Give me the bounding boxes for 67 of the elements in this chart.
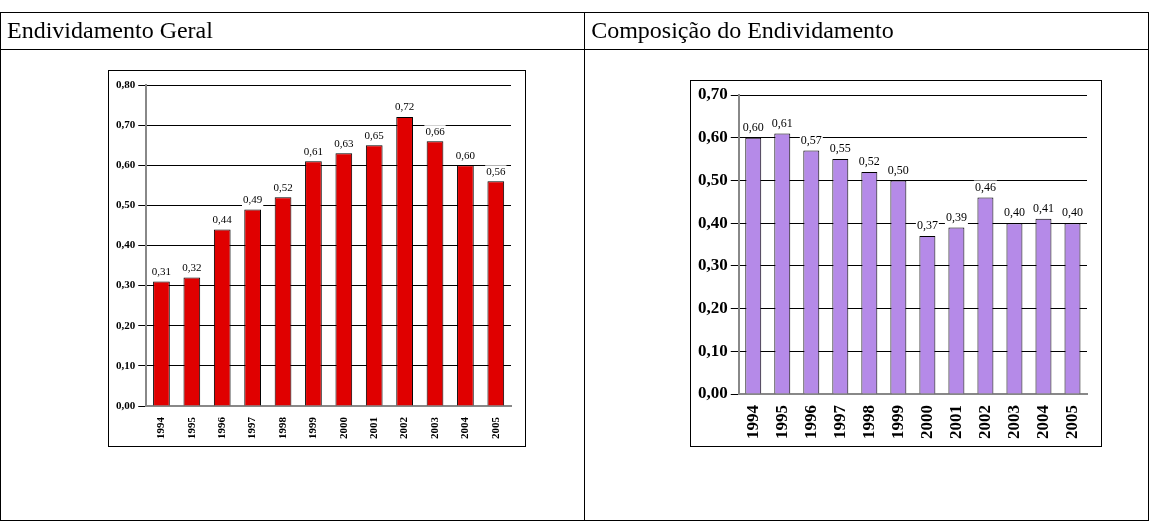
x-tick-label: 2004 — [458, 416, 471, 439]
y-tick-label: 0,60 — [698, 127, 728, 147]
data-label: 0,52 — [859, 154, 880, 169]
data-label: 0,41 — [1033, 201, 1055, 216]
y-tick-label: 0,50 — [698, 169, 728, 189]
x-tick-label: 1999 — [887, 405, 907, 439]
x-tick-label: 2002 — [397, 416, 410, 439]
data-label: 0,61 — [771, 115, 793, 130]
x-tick-label: 1997 — [829, 404, 849, 439]
x-tick-label: 2004 — [1033, 404, 1053, 439]
data-label: 0,32 — [182, 260, 202, 273]
chart-title: Composição do Endividamento — [584, 12, 1149, 50]
y-tick-label: 0,40 — [116, 238, 136, 251]
x-tick-label: 2005 — [1062, 405, 1082, 439]
x-tick-label: 1998 — [275, 416, 288, 439]
x-tick-label: 1994 — [742, 404, 762, 439]
x-tick-label: 2000 — [336, 416, 349, 439]
data-label: 0,56 — [486, 164, 506, 177]
x-tick-label: 2000 — [916, 405, 936, 439]
data-label: 0,72 — [394, 100, 415, 113]
data-label: 0,44 — [212, 212, 233, 225]
data-label: 0,66 — [425, 124, 446, 137]
x-tick-label: 2001 — [367, 417, 380, 439]
y-tick-label: 0,80 — [116, 77, 136, 90]
y-tick-label: 0,50 — [116, 198, 136, 211]
x-tick-label: 1999 — [306, 416, 319, 439]
chart-title: Endividamento Geral — [0, 12, 585, 50]
y-tick-label: 0,00 — [698, 383, 728, 403]
data-label: 0,60 — [742, 119, 764, 134]
x-tick-label: 2003 — [427, 416, 440, 439]
x-tick-label: 2005 — [488, 416, 501, 439]
x-tick-label: 2001 — [945, 405, 965, 439]
y-tick-label: 0,00 — [116, 398, 136, 411]
y-tick-label: 0,60 — [116, 158, 136, 171]
x-tick-label: 2003 — [1003, 405, 1023, 439]
data-label: 0,31 — [151, 265, 172, 277]
data-label: 0,60 — [455, 148, 476, 161]
y-tick-label: 0,20 — [698, 297, 728, 317]
y-tick-label: 0,70 — [116, 117, 136, 130]
x-tick-label: 1994 — [154, 416, 167, 439]
x-tick-label: 1995 — [771, 405, 791, 439]
data-label: 0,65 — [364, 128, 385, 141]
y-tick-label: 0,20 — [116, 318, 136, 331]
y-tick-label: 0,40 — [698, 212, 728, 232]
x-tick-label: 1998 — [858, 405, 878, 439]
y-tick-label: 0,70 — [698, 84, 728, 104]
data-label: 0,40 — [1062, 205, 1084, 220]
x-tick-label: 1996 — [800, 405, 820, 439]
y-tick-label: 0,10 — [116, 358, 136, 371]
x-tick-label: 1996 — [215, 416, 228, 439]
x-tick-label: 2002 — [974, 405, 994, 439]
data-label: 0,55 — [829, 141, 851, 156]
data-label: 0,50 — [888, 162, 910, 177]
y-tick-label: 0,10 — [698, 340, 728, 360]
data-label: 0,63 — [334, 136, 354, 149]
y-tick-label: 0,30 — [116, 278, 136, 291]
data-label: 0,39 — [946, 209, 968, 224]
x-tick-label: 1997 — [245, 416, 258, 439]
data-label: 0,49 — [243, 192, 263, 205]
data-label: 0,40 — [1004, 205, 1026, 220]
data-label: 0,37 — [917, 218, 939, 233]
data-label: 0,61 — [303, 144, 324, 157]
y-tick-label: 0,30 — [698, 255, 728, 275]
data-label: 0,46 — [975, 179, 997, 194]
x-tick-label: 1995 — [184, 416, 197, 439]
data-label: 0,52 — [273, 180, 293, 193]
data-label: 0,57 — [800, 132, 822, 147]
